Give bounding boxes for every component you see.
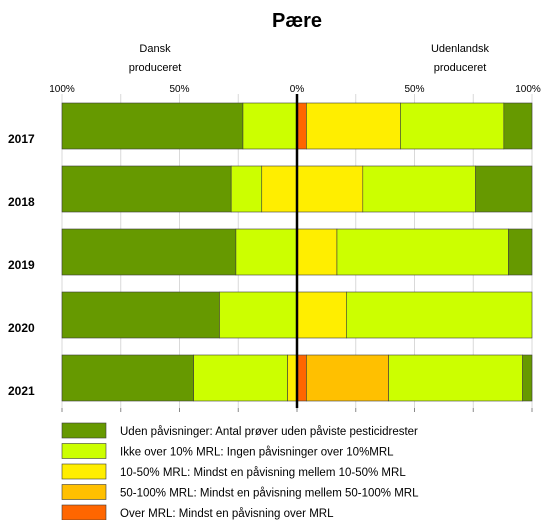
bar-udenlandsk-2018 [296,165,364,213]
year-label-2018: 2018 [8,195,35,209]
tick-label: 50% [169,84,189,95]
bar-dansk-2018 [261,165,298,213]
legend-swatch [61,504,107,520]
bar-udenlandsk-2017 [400,102,505,150]
bar-udenlandsk-2020 [296,291,347,339]
right-header-line-2: produceret [434,62,487,74]
bar-dansk-2019 [61,228,237,276]
legend: Uden påvisninger: Antal prøver uden påvi… [61,422,419,520]
year-label-2019: 2019 [8,258,35,272]
bar-dansk-2018 [61,165,232,213]
bar-udenlandsk-2021 [522,354,533,402]
bar-udenlandsk-2018 [475,165,533,213]
legend-swatch [61,422,107,439]
chart-title: Pære [272,10,322,32]
legend-swatch [61,443,107,459]
bars [61,102,533,402]
bar-dansk-2017 [61,102,244,150]
tick-label: 100% [49,84,75,95]
bar-udenlandsk-2019 [296,228,338,276]
legend-swatch [61,484,107,500]
bar-udenlandsk-2019 [508,228,533,276]
bar-udenlandsk-2017 [503,102,533,150]
tick-label: 100% [515,84,541,95]
left-header-line-1: Dansk [139,43,171,55]
bar-udenlandsk-2017 [296,102,307,150]
legend-label: 50-100% MRL: Mindst en påvisning mellem … [120,488,419,500]
right-header-line-1: Udenlandsk [431,43,490,55]
bar-udenlandsk-2017 [306,102,401,150]
year-label-2017: 2017 [8,132,35,146]
tick-labels: 100% 50% 0% 50% 100% [49,84,541,95]
tick-label: 0% [290,84,305,95]
bar-dansk-2021 [193,354,288,402]
bar-dansk-2021 [287,354,298,402]
legend-label: Uden påvisninger: Antal prøver uden påvi… [120,426,418,438]
year-label-2021: 2021 [8,384,35,398]
bar-udenlandsk-2021 [296,354,307,402]
bar-udenlandsk-2021 [388,354,523,402]
bar-dansk-2021 [61,354,194,402]
legend-label: Ikke over 10% MRL: Ingen påvisninger ove… [120,447,394,459]
year-label-2020: 2020 [8,321,35,335]
left-header-line-2: produceret [129,62,182,74]
year-labels: 2017 2018 2019 2020 2021 [8,132,35,398]
tick-label: 50% [404,84,424,95]
bar-dansk-2020 [61,291,220,339]
bar-udenlandsk-2018 [362,165,476,213]
legend-label: Over MRL: Mindst en påvisning over MRL [120,508,334,520]
legend-label: 10-50% MRL: Mindst en påvisning mellem 1… [120,467,406,479]
bar-dansk-2017 [242,102,298,150]
legend-swatch [61,463,107,480]
bar-dansk-2019 [235,228,298,276]
bar-udenlandsk-2020 [346,291,533,339]
bar-dansk-2020 [219,291,298,339]
bar-udenlandsk-2021 [306,354,389,402]
bar-udenlandsk-2019 [336,228,509,276]
bar-dansk-2018 [230,165,263,213]
